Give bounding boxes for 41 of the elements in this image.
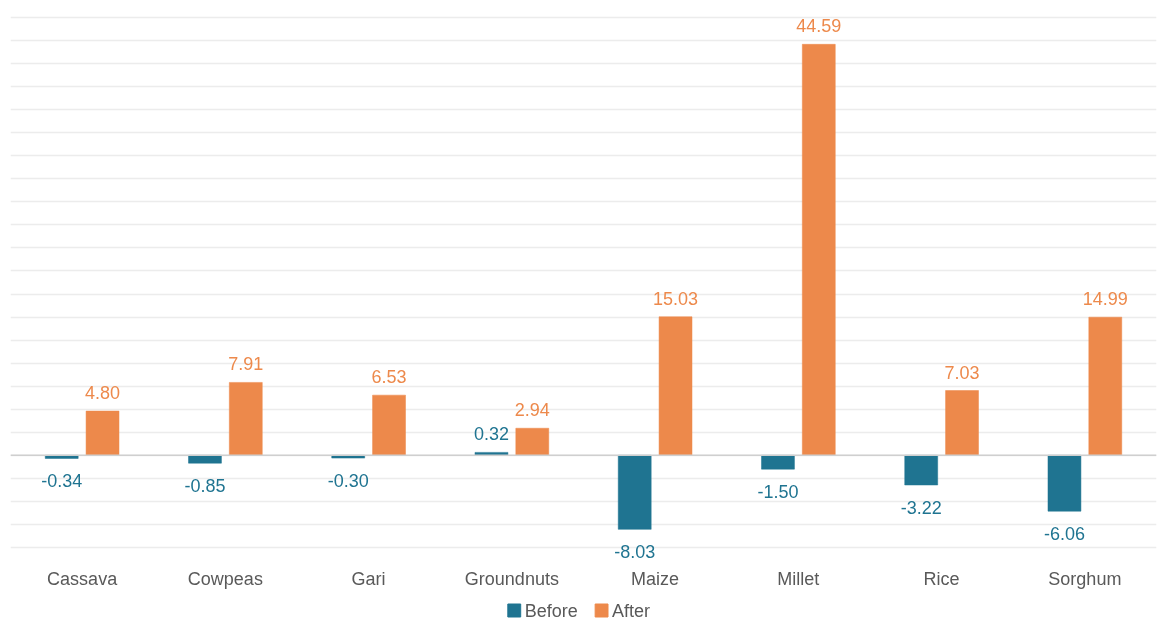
x-tick-label: Gari (351, 568, 386, 589)
data-label: 4.80 (85, 383, 121, 404)
data-label: -1.50 (757, 482, 799, 503)
bar (229, 382, 263, 456)
data-label: 0.32 (473, 424, 509, 445)
data-label: 44.59 (796, 16, 842, 37)
bar (1088, 316, 1123, 456)
data-label: 7.91 (228, 354, 264, 375)
data-label: -0.85 (184, 476, 226, 497)
data-label: 7.03 (944, 362, 980, 383)
bar (658, 316, 693, 456)
data-label: -3.22 (900, 498, 942, 519)
bar (474, 452, 509, 456)
x-tick-label: Sorghum (1048, 568, 1122, 589)
bar (617, 455, 652, 530)
data-label: 15.03 (653, 288, 699, 309)
data-label: -0.34 (41, 471, 83, 492)
bar (945, 390, 979, 456)
data-label: -0.30 (327, 471, 369, 492)
x-tick-label: Cowpeas (187, 568, 263, 589)
data-label: 2.94 (514, 400, 550, 421)
x-tick-label: Cassava (47, 568, 119, 589)
data-label: -8.03 (614, 542, 656, 563)
x-tick-label: Maize (631, 568, 680, 589)
data-label: 14.99 (1082, 289, 1128, 310)
legend-label: Before (524, 600, 578, 621)
x-tick-label: Rice (923, 568, 960, 589)
bar (515, 427, 550, 456)
bar (372, 394, 406, 456)
bar (802, 44, 836, 456)
bar (331, 455, 365, 459)
data-label: 6.53 (371, 367, 407, 388)
x-tick-label: Groundnuts (464, 568, 559, 589)
bar (761, 455, 795, 470)
legend-label: After (611, 600, 650, 621)
bar (1047, 455, 1082, 512)
data-label: -6.06 (1043, 524, 1085, 545)
bar (85, 410, 120, 456)
bar (904, 455, 938, 486)
x-tick-label: Millet (777, 568, 820, 589)
bar (188, 455, 222, 464)
